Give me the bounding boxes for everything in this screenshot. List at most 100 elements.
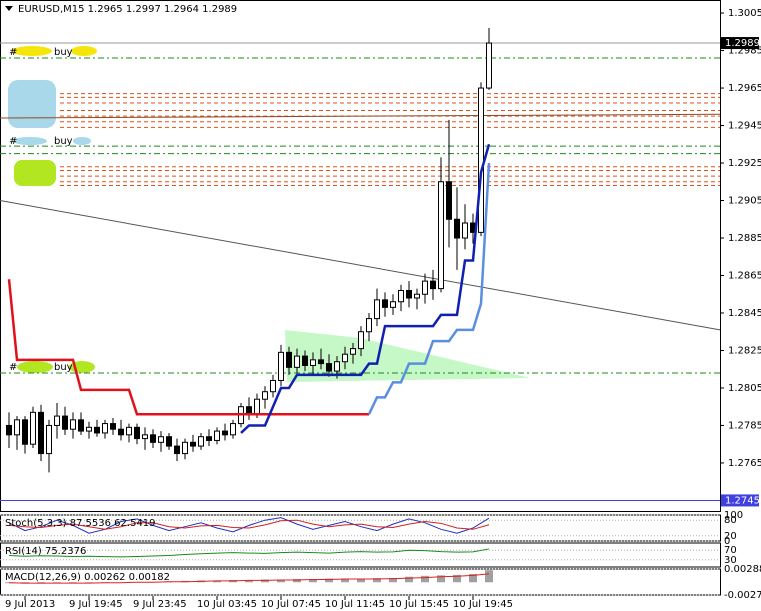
- y-tick-label: 0: [724, 536, 730, 547]
- x-tick-label: 9 Jul 19:45: [69, 599, 123, 610]
- y-tick-label: 70: [724, 545, 737, 556]
- order-mark: #: [9, 47, 17, 58]
- y-tick-label: 1.2925: [728, 158, 761, 169]
- x-tick-label: 9 Jul 2013: [5, 599, 55, 610]
- candle-body: [334, 361, 340, 372]
- y-tick-label: 1.2805: [728, 383, 761, 394]
- macd-bar: [277, 579, 285, 583]
- candle-body: [54, 415, 60, 426]
- chart-title: EURUSD,M15 1.2965 1.2997 1.2964 1.2989: [18, 4, 237, 15]
- candle-body: [270, 379, 276, 393]
- y-tick-label: 1.2905: [728, 196, 761, 207]
- y-tick-label: 1.2865: [728, 270, 761, 281]
- y-tick-label: 80: [724, 515, 737, 526]
- y-tick-label: 1.2985: [728, 46, 761, 57]
- indicator-title: Stoch(5,3,3) 87.5536 62.5419: [5, 518, 156, 529]
- macd-bar: [405, 576, 413, 583]
- candle-body: [446, 181, 452, 220]
- indicator-line: [7, 279, 369, 416]
- x-tick-label: 9 Jul 23:45: [133, 599, 187, 610]
- candle-body: [294, 355, 300, 368]
- macd-bar: [421, 575, 429, 583]
- candle-body: [286, 351, 292, 368]
- hidden-label: [14, 160, 56, 186]
- macd-bar: [309, 579, 317, 583]
- bid-box: [721, 37, 759, 50]
- macd-bar: [293, 579, 301, 583]
- y-tick-label: -0.00277: [724, 590, 761, 601]
- candle-body: [486, 42, 492, 89]
- hidden-label: [8, 80, 56, 128]
- indicator-title: MACD(12,26,9) 0.00262 0.00182: [5, 572, 170, 583]
- candle-body: [6, 424, 12, 436]
- candle-body: [374, 299, 380, 320]
- hidden-label: [71, 46, 97, 56]
- candle-body: [326, 363, 332, 372]
- candle-body: [278, 351, 284, 381]
- candle-body: [134, 426, 140, 440]
- x-tick-label: 10 Jul 07:45: [261, 599, 321, 610]
- candle-body: [350, 348, 356, 355]
- subwindow-frame: [0, 542, 721, 568]
- order-text: buy: [54, 362, 73, 373]
- candle-body: [214, 430, 220, 441]
- candle-body: [262, 391, 268, 400]
- hidden-label: [13, 137, 47, 145]
- candle-body: [78, 419, 84, 432]
- x-tick-label: 10 Jul 11:45: [325, 599, 385, 610]
- indicator-line: [367, 162, 491, 415]
- indicator-line: [240, 143, 491, 434]
- indicator-line: [8, 517, 490, 534]
- trendline: [0, 113, 721, 119]
- candle-body: [454, 218, 460, 239]
- indicator-line: [8, 548, 490, 558]
- main-frame: [0, 0, 721, 512]
- y-tick-label: 1.2785: [728, 420, 761, 431]
- candle-body: [422, 280, 428, 295]
- x-tick-label: 10 Jul 15:45: [389, 599, 449, 610]
- candle-body: [62, 415, 68, 430]
- candle-body: [206, 436, 212, 441]
- order-mark: #: [9, 136, 17, 147]
- hidden-label: [17, 361, 53, 373]
- y-tick-label: 100: [724, 510, 743, 521]
- candle-body: [94, 426, 100, 434]
- macd-bar: [357, 578, 365, 583]
- candle-body: [118, 428, 124, 436]
- candle-body: [478, 87, 484, 233]
- candle-body: [14, 419, 20, 436]
- x-tick-label: 10 Jul 03:45: [197, 599, 257, 610]
- hidden-label: [73, 137, 91, 145]
- candle-body: [174, 445, 180, 455]
- indicator-line: [8, 519, 490, 530]
- y-tick-label: 1.2885: [728, 233, 761, 244]
- macd-bar: [437, 575, 445, 583]
- y-tick-label: 1.2825: [728, 345, 761, 356]
- y-tick-label: 1.2965: [728, 83, 761, 94]
- candle-body: [462, 222, 468, 239]
- candle-body: [166, 436, 172, 447]
- order-mark: #: [9, 362, 17, 373]
- candle-body: [358, 331, 364, 350]
- macd-bar: [373, 578, 381, 583]
- macd-bar: [325, 578, 333, 583]
- candle-body: [310, 359, 316, 366]
- y-tick-label: 1.2845: [728, 308, 761, 319]
- macd-bar: [453, 574, 461, 583]
- candle-body: [390, 301, 396, 308]
- candle-body: [110, 423, 116, 430]
- candle-body: [38, 411, 44, 455]
- candle-body: [142, 434, 148, 440]
- order-text: buy: [54, 47, 73, 58]
- candle-body: [102, 423, 108, 434]
- y-tick-label: 0.00288: [724, 564, 761, 575]
- candle-body: [30, 411, 36, 445]
- candle-body: [126, 426, 132, 436]
- x-tick-label: 10 Jul 19:45: [453, 599, 513, 610]
- title-arrow: [5, 6, 13, 11]
- blue-label: 1.2745: [725, 495, 760, 506]
- candle-body: [182, 441, 188, 455]
- macd-bar: [341, 578, 349, 583]
